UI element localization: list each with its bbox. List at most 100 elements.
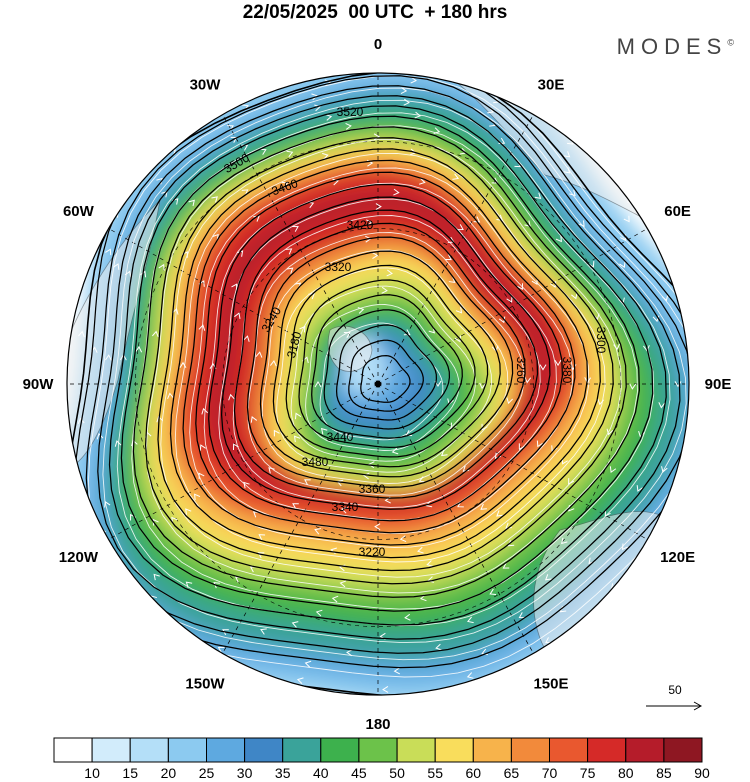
brand-name: MODES [616, 34, 728, 59]
contour-label: 3420 [347, 218, 374, 232]
stream-arrow [243, 335, 250, 342]
contour-line-3 [323, 309, 451, 430]
colorbar-label: 80 [618, 765, 634, 781]
streamline-11 [160, 138, 622, 578]
brand-mark: © [727, 37, 734, 48]
stream-arrow [636, 485, 643, 492]
longitude-labels: 0 30E 60E 90E 120E 150E 180 150W 120W 90W 60W 30W [23, 36, 732, 733]
stream-arrow [331, 595, 339, 603]
wind-reference-vector: 50 [646, 683, 703, 711]
stream-arrow [257, 552, 265, 559]
stream-arrow [311, 93, 318, 101]
stream-arrow [304, 660, 312, 668]
stream-arrow [417, 546, 424, 554]
stream-arrow [231, 283, 238, 291]
stream-arrow [455, 306, 463, 314]
stream-arrow [391, 447, 399, 455]
stream-arrow [260, 628, 267, 635]
stream-arrow [578, 220, 585, 227]
stream-arrow [199, 444, 206, 451]
stream-arrow [393, 667, 401, 675]
contour-line-13 [195, 171, 576, 534]
stream-arrow [259, 148, 267, 155]
stream-arrow [314, 528, 321, 535]
stream-arrow [467, 616, 474, 624]
stream-arrow [534, 192, 542, 199]
stream-arrow [435, 643, 442, 651]
contour-line-18 [132, 115, 641, 598]
contour-label: 3340 [332, 500, 359, 514]
longitude-label: 30W [190, 76, 222, 93]
longitude-label: 150E [533, 676, 568, 693]
longitude-label: 90E [705, 376, 732, 393]
colorbar-swatch [396, 737, 436, 763]
colorbar-swatch [244, 737, 284, 763]
stream-arrow [255, 351, 263, 358]
colorbar-swatch [129, 737, 169, 763]
stream-arrow [104, 354, 112, 361]
colorbar-swatch [625, 737, 665, 763]
stream-arrow [158, 263, 165, 271]
contour-label: 3220 [359, 545, 386, 559]
stream-arrow [561, 537, 568, 545]
longitude-label: 90W [23, 376, 55, 393]
contour-line-1 [348, 339, 424, 412]
stream-arrow [194, 493, 201, 501]
stream-arrow [234, 312, 241, 319]
stream-arrow [314, 381, 322, 388]
map-border [66, 72, 690, 696]
streamline-15 [102, 87, 687, 644]
longitude-label: 120W [59, 549, 99, 566]
stream-arrow [524, 376, 532, 384]
longitude-label: 30E [538, 76, 565, 93]
colorbar-label: 30 [237, 765, 253, 781]
stream-arrow [232, 443, 239, 451]
stream-arrow [454, 335, 462, 343]
colorbar-labels: 10 15 20 25 30 35 40 45 50 55 60 65 70 75 80 85 90 [84, 765, 710, 781]
colorbar-label: 20 [161, 765, 177, 781]
stream-arrow [299, 325, 306, 333]
wind-reference-arrowhead [693, 701, 703, 711]
contour-line-8 [259, 236, 514, 478]
stream-arrow [480, 503, 487, 510]
stream-arrow [466, 672, 474, 679]
stream-arrow [241, 189, 249, 196]
stream-arrow [341, 506, 348, 514]
colorbar-swatch [167, 737, 207, 763]
streamline-2 [290, 285, 476, 462]
stream-arrow [638, 430, 645, 438]
stream-arrow [404, 613, 411, 621]
colorbar-label: 10 [84, 765, 100, 781]
stream-arrow [320, 427, 328, 435]
colorbar-label: 50 [389, 765, 405, 781]
contour-line-11 [220, 196, 551, 510]
stream-arrow [489, 588, 497, 595]
contour-label: 3180 [284, 330, 305, 360]
stream-arrow [339, 580, 347, 588]
stream-arrow [243, 481, 250, 489]
colorbar-label: 85 [656, 765, 672, 781]
stream-arrow [185, 508, 192, 515]
stream-arrow [201, 407, 209, 415]
stream-arrow [623, 215, 630, 223]
contour-label: 3300 [594, 327, 608, 354]
stream-arrow [131, 439, 138, 447]
stream-arrow [568, 478, 575, 485]
contour-label: 3480 [302, 455, 329, 469]
streamline-10 [174, 152, 606, 563]
stream-arrow [268, 467, 275, 474]
stream-arrow [619, 261, 626, 269]
longitude-label: 0 [374, 36, 382, 53]
stream-arrow [498, 316, 506, 324]
colorbar-swatch [510, 737, 550, 763]
stream-arrow [555, 235, 562, 243]
stream-arrow [425, 500, 433, 508]
stream-arrow [403, 98, 410, 106]
stream-arrow [445, 254, 452, 261]
stream-arrow [481, 648, 488, 656]
stream-arrow [571, 292, 578, 300]
stream-arrow [135, 346, 143, 353]
colorbar-swatch [472, 737, 512, 763]
stream-arrow [77, 417, 85, 424]
colorbar-swatch [587, 737, 627, 763]
